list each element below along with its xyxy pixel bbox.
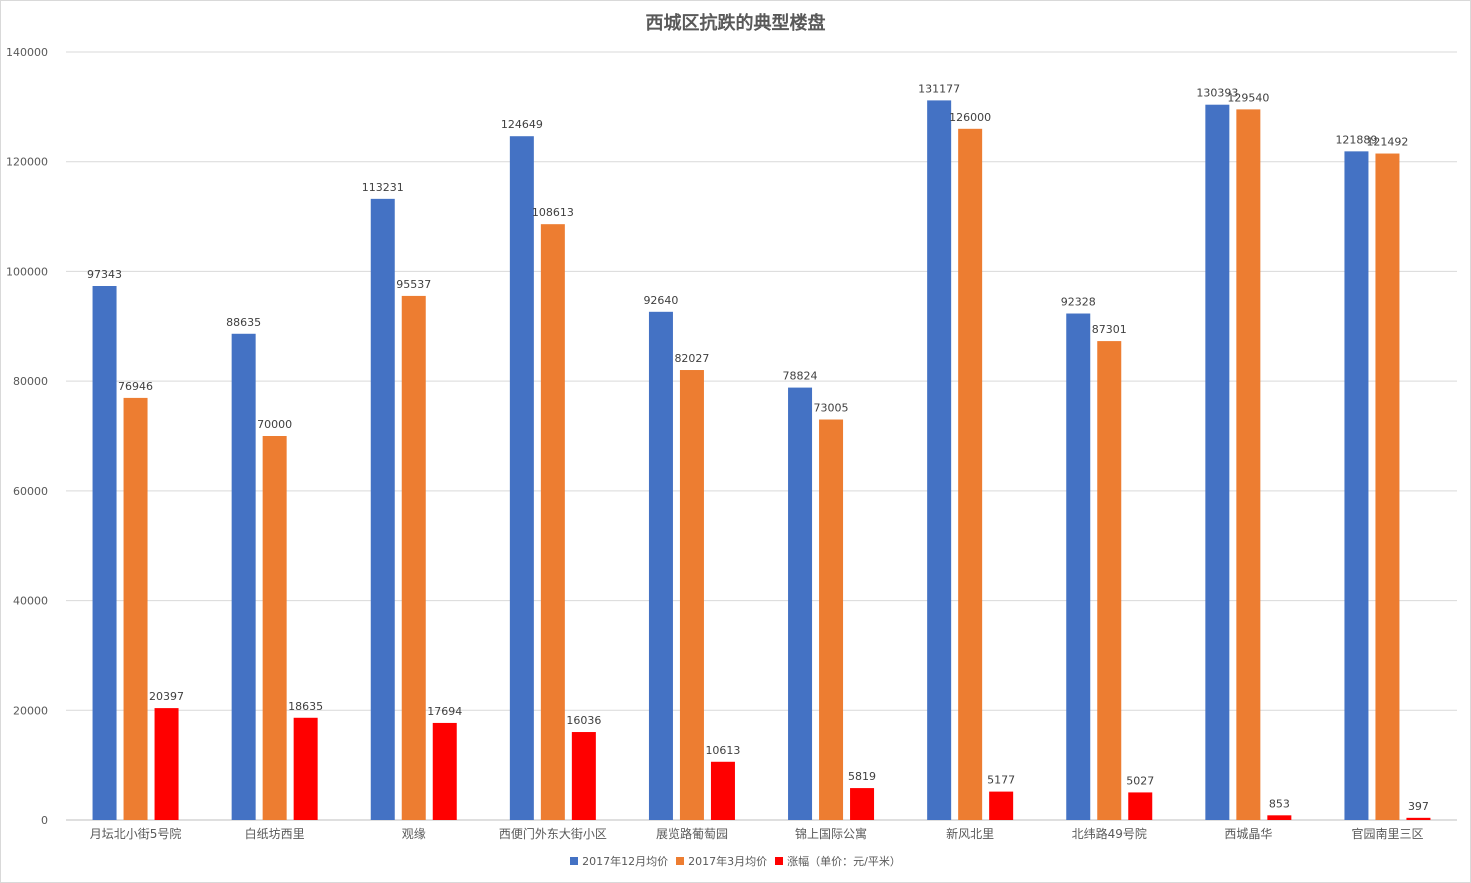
bar bbox=[850, 788, 875, 820]
data-label: 95537 bbox=[396, 278, 431, 291]
bar bbox=[648, 311, 673, 820]
bar bbox=[231, 333, 256, 820]
legend-swatch-increase bbox=[775, 857, 784, 865]
bar bbox=[989, 791, 1014, 820]
data-label: 87301 bbox=[1092, 323, 1127, 336]
y-tick-label: 80000 bbox=[13, 375, 48, 388]
data-label: 131177 bbox=[918, 82, 960, 95]
x-tick-label: 月坛北小街5号院 bbox=[90, 827, 182, 841]
data-label: 130393 bbox=[1196, 87, 1238, 100]
x-tick-label: 锦上国际公寓 bbox=[795, 826, 867, 841]
legend-label-mar: 2017年3月均价 bbox=[688, 855, 768, 868]
data-label: 5819 bbox=[848, 770, 876, 783]
bar bbox=[1066, 313, 1091, 820]
y-tick-label: 20000 bbox=[13, 704, 48, 717]
y-tick-label: 140000 bbox=[6, 46, 48, 59]
data-label: 82027 bbox=[674, 352, 709, 365]
data-label: 5027 bbox=[1126, 774, 1154, 787]
data-label: 88635 bbox=[226, 316, 261, 329]
data-label: 853 bbox=[1269, 797, 1290, 810]
legend-item-mar: 2017年3月均价 bbox=[676, 853, 767, 869]
bar bbox=[958, 128, 983, 821]
x-tick-label: 北纬路49号院 bbox=[1072, 826, 1147, 841]
bar bbox=[1128, 792, 1153, 820]
data-label: 10613 bbox=[705, 744, 740, 757]
bar bbox=[1205, 104, 1230, 821]
x-tick-label: 西便门外东大街小区 bbox=[499, 826, 607, 841]
bar bbox=[262, 436, 287, 820]
x-tick-label: 官园南里三区 bbox=[1351, 826, 1423, 841]
bar bbox=[92, 286, 117, 820]
bar bbox=[710, 761, 735, 820]
bar bbox=[509, 136, 534, 821]
data-label: 20397 bbox=[149, 690, 184, 703]
legend-item-increase: 涨幅（单价：元/平米） bbox=[775, 853, 901, 869]
bar bbox=[679, 370, 704, 820]
data-label: 97343 bbox=[87, 268, 122, 281]
x-tick-label: 展览路葡萄园 bbox=[656, 826, 728, 841]
data-label: 18635 bbox=[288, 700, 323, 713]
legend: 2017年12月均价 2017年3月均价 涨幅（单价：元/平米） bbox=[0, 853, 1471, 869]
data-label: 108613 bbox=[532, 206, 574, 219]
bar bbox=[123, 397, 148, 820]
data-label: 16036 bbox=[566, 714, 601, 727]
data-label: 92328 bbox=[1061, 296, 1096, 309]
y-tick-label: 120000 bbox=[6, 156, 48, 169]
bar bbox=[571, 732, 596, 820]
y-tick-label: 60000 bbox=[13, 485, 48, 498]
x-tick-label: 观缘 bbox=[402, 827, 426, 841]
bar bbox=[540, 224, 565, 820]
bar bbox=[819, 419, 844, 820]
bar bbox=[432, 722, 457, 820]
data-label: 17694 bbox=[427, 705, 462, 718]
chart-title: 西城区抗跌的典型楼盘 bbox=[645, 13, 826, 34]
legend-item-dec: 2017年12月均价 bbox=[570, 853, 668, 869]
data-label: 113231 bbox=[362, 181, 404, 194]
y-tick-label: 100000 bbox=[6, 265, 48, 278]
bar bbox=[401, 295, 426, 820]
data-label: 70000 bbox=[257, 418, 292, 431]
legend-swatch-mar bbox=[676, 857, 685, 865]
data-label: 92640 bbox=[643, 294, 678, 307]
legend-swatch-dec bbox=[570, 857, 579, 865]
bar bbox=[293, 717, 318, 820]
x-tick-label: 白纸坊西里 bbox=[245, 826, 305, 841]
bar bbox=[788, 387, 813, 820]
x-tick-label: 新风北里 bbox=[946, 826, 994, 841]
bar bbox=[370, 198, 395, 820]
data-label: 78824 bbox=[783, 370, 818, 383]
data-label: 129540 bbox=[1227, 91, 1269, 104]
bar bbox=[927, 100, 952, 821]
data-label: 121492 bbox=[1366, 136, 1408, 149]
y-tick-label: 0 bbox=[41, 814, 48, 827]
data-label: 124649 bbox=[501, 118, 543, 131]
bar bbox=[1267, 815, 1292, 820]
legend-label-increase: 涨幅（单价：元/平米） bbox=[787, 855, 901, 868]
legend-label-dec: 2017年12月均价 bbox=[582, 855, 669, 868]
bar bbox=[1097, 341, 1122, 820]
y-tick-label: 40000 bbox=[13, 595, 48, 608]
data-label: 76946 bbox=[118, 380, 153, 393]
x-tick-label: 西城晶华 bbox=[1224, 827, 1272, 841]
data-label: 73005 bbox=[814, 402, 849, 415]
bar bbox=[1375, 153, 1400, 820]
bar bbox=[154, 708, 179, 820]
data-label: 5177 bbox=[987, 774, 1015, 787]
data-label: 397 bbox=[1408, 800, 1429, 813]
bar bbox=[1344, 151, 1369, 820]
data-label: 126000 bbox=[949, 111, 991, 124]
bar bbox=[1406, 817, 1431, 820]
data-label: 121889 bbox=[1335, 133, 1377, 146]
bar bbox=[1236, 109, 1261, 821]
